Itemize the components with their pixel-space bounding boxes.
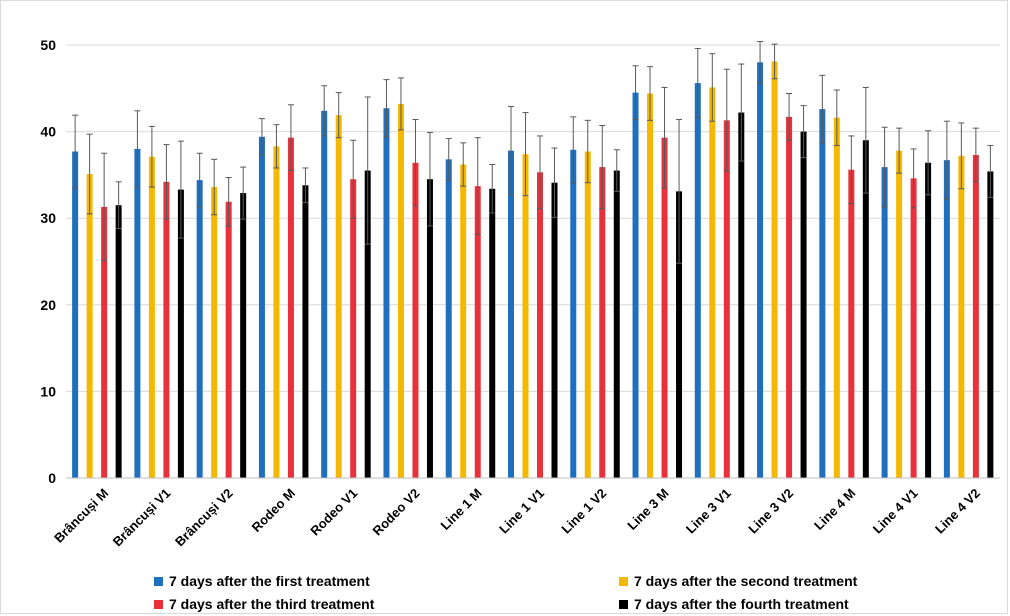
bar [474, 186, 481, 478]
bar [896, 150, 903, 479]
bar [364, 170, 371, 478]
bar [943, 160, 950, 479]
bar [786, 116, 793, 479]
legend-item-series-3: 7 days after the third treatment [154, 595, 374, 613]
bar [508, 150, 514, 479]
legend-item-series-2: 7 days after the second treatment [619, 572, 857, 590]
bar [522, 154, 529, 478]
x-tick-label: Rodeo M [249, 486, 298, 535]
bar [537, 172, 543, 478]
bar [723, 120, 730, 478]
bar [426, 179, 433, 479]
bar [273, 146, 280, 478]
x-tick-label: Line 1 V2 [558, 486, 609, 537]
bar [412, 162, 419, 478]
bar [258, 136, 265, 478]
bar [86, 174, 93, 478]
legend-item-series-1: 7 days after the first treatment [154, 572, 370, 590]
legend-swatch-series-3 [154, 599, 163, 609]
bar [862, 140, 869, 478]
bar [738, 112, 745, 478]
y-tick-label: 10 [40, 383, 56, 399]
bar [599, 167, 606, 478]
bar [584, 151, 591, 478]
bar [350, 179, 357, 479]
bar [134, 148, 141, 479]
bar [321, 110, 328, 478]
legend-label-series-2: 7 days after the second treatment [634, 573, 858, 589]
bar [397, 103, 404, 478]
x-tick-label: Line 3 M [624, 486, 671, 533]
bar [613, 170, 620, 478]
x-tick-label: Brâncuși V2 [172, 486, 236, 550]
bar [925, 162, 932, 478]
bar [987, 171, 994, 478]
bar [383, 108, 390, 478]
legend-item-series-4: 7 days after the fourth treatment [619, 595, 849, 613]
bar [302, 185, 309, 479]
y-tick-label: 0 [48, 470, 56, 486]
bar [177, 189, 184, 478]
x-tick-label: Line 1 V1 [496, 486, 547, 537]
y-tick-label: 30 [40, 210, 56, 226]
bar [335, 115, 342, 479]
x-tick-label: Line 1 M [437, 486, 484, 533]
bar [694, 83, 701, 478]
bar [570, 149, 577, 478]
x-tick-label: Line 3 V2 [745, 486, 796, 537]
bar [848, 169, 855, 479]
bar [958, 155, 965, 478]
x-tick-label: Brâncuși V1 [110, 486, 174, 550]
bar [225, 201, 232, 478]
legend-label-series-4: 7 days after the fourth treatment [634, 596, 849, 612]
bar [240, 193, 247, 478]
bar [833, 117, 840, 478]
legend-swatch-series-1 [154, 576, 163, 586]
legend-swatch-series-4 [619, 599, 628, 609]
bar [757, 62, 764, 478]
x-tick-label: Brâncuși M [51, 486, 111, 546]
legend-label-series-1: 7 days after the first treatment [169, 573, 370, 589]
bar [881, 167, 888, 478]
bar [972, 154, 979, 478]
y-tick-label: 20 [40, 297, 56, 313]
bar [101, 206, 108, 478]
bar [551, 182, 558, 478]
bar [709, 87, 716, 479]
bar [148, 156, 155, 479]
x-tick-label: Line 4 V1 [870, 486, 921, 537]
legend-label-series-3: 7 days after the third treatment [169, 596, 375, 612]
bar [460, 164, 467, 478]
bar [910, 178, 917, 478]
bar [196, 180, 203, 478]
bar [287, 137, 294, 479]
bar [771, 61, 778, 478]
bar [115, 205, 122, 478]
bar [632, 92, 639, 478]
bar [445, 159, 452, 478]
bar [661, 137, 668, 479]
y-tick-label: 50 [40, 37, 56, 53]
bar [647, 93, 654, 478]
x-tick-label: Rodeo V1 [307, 486, 360, 539]
bar [163, 181, 170, 478]
bar [72, 151, 79, 478]
x-tick-label: Line 3 V1 [683, 486, 734, 537]
bar [800, 131, 807, 478]
x-tick-label: Rodeo V2 [370, 486, 423, 539]
y-tick-label: 40 [40, 124, 56, 140]
x-tick-label: Line 4 V2 [932, 486, 983, 537]
x-tick-label: Line 4 M [811, 486, 858, 533]
bar [819, 109, 826, 479]
bar [676, 191, 683, 478]
bar [211, 187, 218, 479]
bar [489, 188, 496, 479]
legend-swatch-series-2 [619, 576, 628, 586]
